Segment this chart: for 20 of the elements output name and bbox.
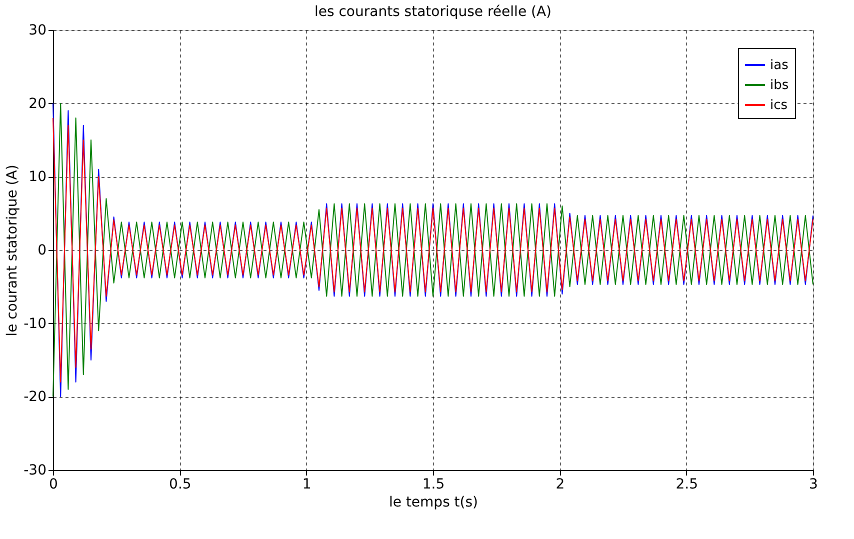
y-axis-title: le courant statorique (A) xyxy=(4,164,21,336)
x-tick-label: 0.5 xyxy=(169,476,192,492)
y-tick-label: 10 xyxy=(28,169,46,186)
x-tick-label: 3 xyxy=(809,476,818,492)
legend-label: ias xyxy=(770,58,789,73)
x-tick-label: 0 xyxy=(49,476,58,492)
y-tick-label: -10 xyxy=(24,316,46,332)
y-tick-label: -20 xyxy=(24,389,46,406)
legend-label: ibs xyxy=(770,78,789,93)
x-axis-title: le temps t(s) xyxy=(388,494,478,510)
chart-title: les courants statoriquse réelle (A) xyxy=(314,4,552,20)
y-tick-label: 20 xyxy=(28,96,46,112)
x-tick-label: 2 xyxy=(556,476,565,492)
y-tick-label: 30 xyxy=(28,22,46,38)
x-tick-label: 1 xyxy=(302,476,312,492)
y-tick-label: -30 xyxy=(24,462,46,478)
x-tick-label: 2.5 xyxy=(676,476,698,492)
x-tick-label: 1.5 xyxy=(422,476,445,492)
y-tick-label: 0 xyxy=(38,242,46,258)
legend-label: ics xyxy=(770,98,788,113)
